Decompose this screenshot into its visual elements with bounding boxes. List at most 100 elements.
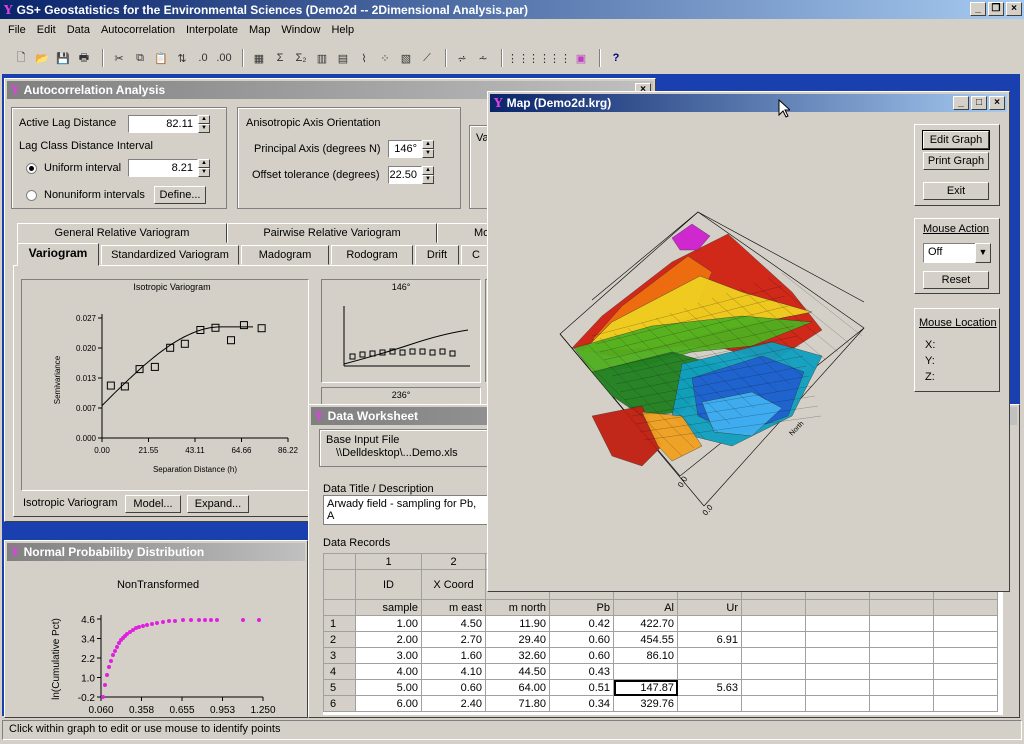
grid-cell[interactable]: [805, 647, 870, 664]
map-close-button[interactable]: ×: [989, 96, 1005, 110]
table-cell[interactable]: 4.10: [421, 663, 486, 680]
table-cell[interactable]: [677, 647, 742, 664]
table-cell[interactable]: 5.00: [355, 679, 422, 696]
table-cell[interactable]: 0.34: [549, 695, 614, 712]
histogram-icon[interactable]: ▥: [316, 52, 328, 65]
sigma-icon[interactable]: Σ: [276, 52, 284, 64]
kriging-icon[interactable]: ⩫: [457, 52, 467, 65]
active-lag-spinner[interactable]: ▲ ▼: [198, 115, 210, 133]
grid-cell[interactable]: [869, 663, 934, 680]
menu-file[interactable]: File: [8, 24, 26, 36]
menu-data[interactable]: Data: [66, 24, 90, 36]
tab-pairwise-relative-variogram[interactable]: Pairwise Relative Variogram: [227, 223, 437, 243]
sigma2-icon[interactable]: Σ₂: [295, 52, 307, 64]
table-cell[interactable]: [741, 679, 806, 696]
table-cell[interactable]: 2.40: [421, 695, 486, 712]
table-cell[interactable]: 147.87: [613, 679, 678, 696]
menu-edit[interactable]: Edit: [36, 24, 56, 36]
table-cell[interactable]: 4.50: [421, 615, 486, 632]
offset-spinner[interactable]: ▲ ▼: [422, 166, 434, 184]
maximize-button[interactable]: ❐: [988, 2, 1004, 16]
table-cell[interactable]: 0.42: [549, 615, 614, 632]
column-unit-header[interactable]: Pb: [549, 599, 614, 616]
menu-help[interactable]: Help: [331, 24, 355, 36]
table-cell[interactable]: [613, 663, 678, 680]
map-icon[interactable]: ▧: [400, 52, 412, 65]
grid-cell[interactable]: [805, 679, 870, 696]
grid-cell[interactable]: [805, 631, 870, 648]
table-cell[interactable]: 64.00: [485, 679, 550, 696]
color-map-icon[interactable]: ▣: [575, 52, 587, 65]
row-header[interactable]: 2: [323, 631, 356, 648]
sort-icon[interactable]: ⇅: [177, 52, 187, 65]
table-cell[interactable]: [741, 631, 806, 648]
variogram-icon[interactable]: ⟋: [423, 51, 431, 64]
model-button[interactable]: Model...: [125, 495, 181, 513]
table-cell[interactable]: [677, 663, 742, 680]
tab-general-relative-variogram[interactable]: General Relative Variogram: [17, 223, 227, 243]
exit-button[interactable]: Exit: [923, 182, 989, 200]
column-name-header[interactable]: X Coord: [421, 569, 486, 600]
line-chart-icon[interactable]: ⌇: [361, 52, 367, 65]
grid-cell[interactable]: [869, 615, 934, 632]
isotropic-variogram-chart[interactable]: Isotropic Variogram 0.00 21.55 43.11 64.66 86…: [22, 280, 308, 490]
active-lag-input[interactable]: 82.11: [128, 115, 198, 133]
table-cell[interactable]: 0.60: [421, 679, 486, 696]
expand-button[interactable]: Expand...: [187, 495, 249, 513]
table-cell[interactable]: 29.40: [485, 631, 550, 648]
principal-spinner[interactable]: ▲ ▼: [422, 140, 434, 158]
menu-autocorrelation[interactable]: Autocorrelation: [100, 24, 175, 36]
open-folder-icon[interactable]: 📂: [35, 52, 49, 65]
define-button[interactable]: Define...: [154, 186, 206, 204]
grid-cell[interactable]: [869, 631, 934, 648]
column-unit-header[interactable]: [741, 599, 806, 616]
uniform-radio[interactable]: [26, 163, 37, 174]
tab-drift[interactable]: Drift: [415, 245, 459, 265]
table-cell[interactable]: 0.60: [549, 647, 614, 664]
scatter-icon[interactable]: ⁘: [380, 52, 390, 65]
column-unit-header[interactable]: sample: [355, 599, 422, 616]
reset-button[interactable]: Reset: [923, 271, 989, 289]
grid-cell[interactable]: [869, 679, 934, 696]
row-header[interactable]: 3: [323, 647, 356, 664]
map-maximize-button[interactable]: □: [971, 96, 987, 110]
aniso-146-chart[interactable]: 146°: [322, 280, 480, 382]
table-cell[interactable]: [741, 647, 806, 664]
bar-chart-icon[interactable]: ▤: [337, 52, 349, 65]
uniform-spinner[interactable]: ▲ ▼: [198, 159, 210, 177]
grid-cell[interactable]: [933, 631, 998, 648]
tab-standardized-variogram[interactable]: Standardized Variogram: [101, 245, 239, 265]
crossval-icon[interactable]: ⩪: [478, 52, 488, 65]
table-cell[interactable]: [677, 615, 742, 632]
nonuniform-radio[interactable]: [26, 190, 37, 201]
save-icon[interactable]: 💾: [56, 52, 70, 65]
grid-i-icon[interactable]: ⋮⋮: [549, 52, 571, 65]
map-minimize-button[interactable]: _: [953, 96, 969, 110]
column-unit-header[interactable]: m east: [421, 599, 486, 616]
grid-cell[interactable]: [869, 599, 934, 616]
column-name-header[interactable]: ID: [355, 569, 422, 600]
grid-s-icon[interactable]: ⋮⋮: [528, 52, 550, 65]
grid-cell[interactable]: [869, 647, 934, 664]
menu-map[interactable]: Map: [248, 24, 271, 36]
copy-icon[interactable]: ⧉: [136, 51, 144, 64]
table-cell[interactable]: 32.60: [485, 647, 550, 664]
table-cell[interactable]: 454.55: [613, 631, 678, 648]
normal-probability-chart[interactable]: NonTransformed 0.060 0.358 0.655 0.953 1.250 -…: [7, 563, 305, 717]
column-unit-header[interactable]: Ur: [677, 599, 742, 616]
table-cell[interactable]: 422.70: [613, 615, 678, 632]
minimize-button[interactable]: _: [970, 2, 986, 16]
row-header[interactable]: 1: [323, 615, 356, 632]
table-cell[interactable]: 1.00: [355, 615, 422, 632]
help-icon[interactable]: ?: [612, 52, 620, 64]
grid-cell[interactable]: [933, 615, 998, 632]
table-cell[interactable]: 3.00: [355, 647, 422, 664]
offset-tolerance-input[interactable]: 22.50: [388, 166, 422, 184]
table-cell[interactable]: [741, 615, 806, 632]
edit-graph-button[interactable]: Edit Graph: [922, 130, 990, 150]
table-cell[interactable]: 0.43: [549, 663, 614, 680]
table-cell[interactable]: 5.63: [677, 679, 742, 696]
table-cell[interactable]: 0.51: [549, 679, 614, 696]
table-cell[interactable]: [741, 663, 806, 680]
